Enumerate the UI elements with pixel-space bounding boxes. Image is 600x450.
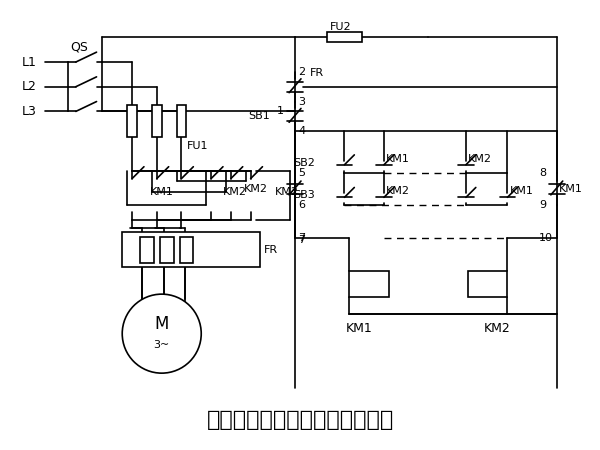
Bar	[468, 271, 508, 297]
Text: KM1: KM1	[150, 187, 174, 198]
Text: KM1: KM1	[509, 186, 533, 196]
Text: FU2: FU2	[329, 22, 351, 32]
Text: L2: L2	[22, 80, 37, 93]
Text: FU1: FU1	[187, 141, 208, 151]
Text: 4: 4	[298, 126, 305, 136]
Text: KM1: KM1	[346, 322, 373, 335]
Text: KM1: KM1	[559, 184, 583, 194]
Text: 7: 7	[298, 233, 305, 243]
Text: QS: QS	[70, 40, 88, 54]
Text: 6: 6	[298, 200, 305, 210]
Text: FR: FR	[263, 245, 278, 255]
Text: KM2: KM2	[244, 184, 268, 194]
Text: SB3: SB3	[293, 190, 315, 200]
Text: SB1: SB1	[248, 111, 271, 122]
Text: 1: 1	[277, 106, 284, 117]
Text: 2: 2	[298, 67, 305, 77]
Bar	[152, 105, 162, 137]
Bar	[349, 271, 389, 297]
Text: SB2: SB2	[293, 158, 315, 168]
Bar	[140, 237, 154, 262]
Bar	[160, 237, 173, 262]
Text: KM2: KM2	[484, 322, 511, 335]
Text: 5: 5	[298, 168, 305, 178]
Circle shape	[122, 294, 201, 373]
Text: 7: 7	[298, 235, 305, 245]
Bar	[179, 237, 193, 262]
Text: 10: 10	[539, 233, 553, 243]
Text: 复合互锁控制电动机正反转电路: 复合互锁控制电动机正反转电路	[206, 410, 394, 430]
Text: KM1: KM1	[386, 154, 410, 164]
Text: KM2: KM2	[386, 186, 410, 196]
Text: 9: 9	[539, 200, 546, 210]
Text: KM2: KM2	[223, 187, 247, 198]
Text: KM2: KM2	[275, 187, 299, 198]
Bar	[326, 32, 362, 42]
Text: M: M	[155, 315, 169, 333]
Text: FR: FR	[310, 68, 324, 78]
Text: KM2: KM2	[468, 154, 492, 164]
Text: L1: L1	[22, 55, 37, 68]
Bar	[176, 105, 187, 137]
Text: L3: L3	[22, 105, 37, 118]
Text: 3~: 3~	[154, 341, 170, 351]
Text: 3: 3	[298, 97, 305, 107]
Bar	[122, 232, 260, 267]
Text: 8: 8	[539, 168, 546, 178]
Bar	[127, 105, 137, 137]
